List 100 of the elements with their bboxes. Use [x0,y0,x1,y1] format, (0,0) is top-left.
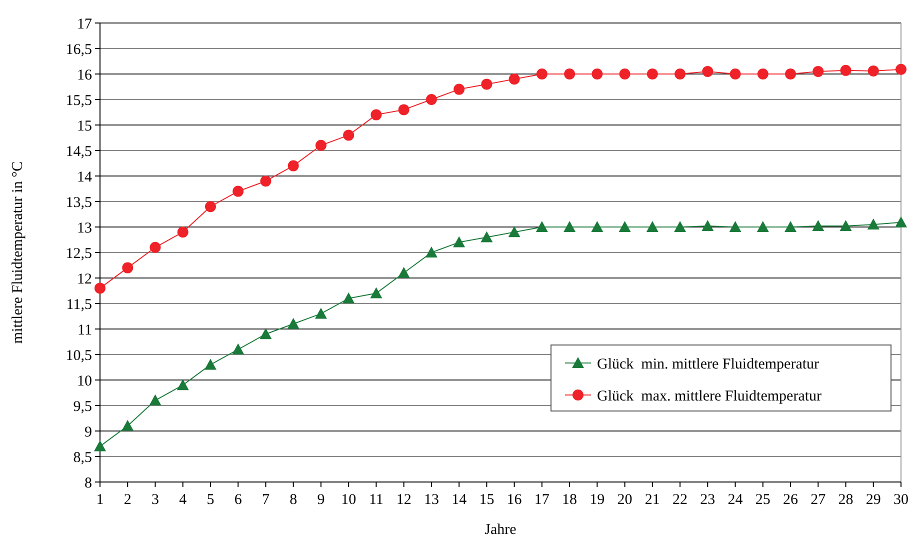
point [536,221,548,232]
x-tick-label: 6 [234,492,242,508]
x-tick-label: 16 [506,492,522,508]
y-tick-label: 10 [77,373,92,390]
point [370,109,382,120]
point [260,176,272,187]
x-tick-label: 2 [124,492,132,508]
y-tick-label: 15,5 [66,92,92,109]
point [729,221,742,232]
point [425,246,438,258]
point [342,292,355,304]
point [287,318,300,329]
point [536,68,548,80]
x-tick-label: 18 [562,492,578,508]
x-tick-label: 23 [700,492,716,508]
point [232,343,244,354]
y-tick-label: 14,5 [66,144,92,160]
x-tick-label: 11 [368,492,384,508]
point [702,66,714,77]
x-tick-label: 14 [452,492,468,508]
x-tick-label: 30 [894,492,908,508]
point [454,84,465,95]
x-tick-label: 8 [290,492,298,508]
y-tick-label: 10,5 [66,348,92,364]
y-tick-label: 12 [77,271,92,288]
y-tick-label: 11,5 [66,296,92,313]
x-axis-title: Jahre [484,522,517,538]
point [177,226,188,238]
point [564,221,576,232]
point [426,94,437,105]
point [895,216,907,228]
point [564,68,576,80]
y-tick-label: 8,5 [73,450,92,466]
x-tick-label: 15 [479,492,494,508]
point [122,420,134,431]
x-tick-label: 26 [783,492,799,508]
y-tick-label: 16 [77,67,92,84]
y-tick-label: 14 [77,169,92,186]
point [592,68,603,80]
x-tick-label: 25 [755,492,770,508]
x-tick-label: 27 [810,492,826,508]
y-tick-label: 17 [77,16,92,32]
point [702,220,714,231]
point [94,440,106,452]
point [315,140,326,151]
point [618,221,631,232]
y-tick-label: 13 [77,220,92,236]
point [868,65,879,76]
x-tick-label: 20 [617,492,632,508]
y-tick-label: 13,5 [66,194,92,211]
y-tick-label: 15 [77,118,92,134]
point [867,218,880,230]
point [508,226,520,238]
x-tick-label: 1 [96,492,104,508]
point [260,328,272,340]
x-tick-label: 22 [672,492,688,508]
y-tick-label: 9 [84,424,92,440]
point [646,221,658,232]
point [508,74,520,85]
point [591,221,604,232]
point [480,231,493,242]
point [94,282,106,294]
point [730,68,741,80]
y-tick-label: 16,5 [66,42,92,58]
point [343,130,354,141]
x-tick-label: 3 [151,492,159,508]
x-tick-label: 19 [590,492,605,508]
x-tick-label: 12 [396,492,412,508]
y-tick-label: 11 [78,322,92,338]
point [619,68,630,80]
x-tick-label: 24 [728,492,744,508]
point [150,242,161,253]
point [398,266,410,278]
point [840,64,852,76]
point [785,68,796,80]
y-axis-title: mittlere Fluidtemperatur in °C [10,161,26,344]
point [122,262,134,274]
x-tick-label: 13 [424,492,439,508]
point [176,379,189,390]
x-tick-label: 28 [838,492,854,508]
x-tick-label: 10 [341,492,356,508]
x-tick-label: 29 [866,492,881,508]
point [453,236,466,248]
point [896,64,906,75]
point [288,160,299,172]
point [314,308,327,319]
y-tick-label: 9,5 [73,398,92,415]
legend-label: Glück max. mittlere Fluidtemperatur [597,388,822,404]
point [370,287,382,298]
point [757,68,768,80]
legend-label: Glück min. mittlere Fluidtemperatur [597,356,820,372]
point [840,220,852,231]
point [812,220,824,231]
point [812,66,824,77]
x-tick-label: 7 [262,492,270,508]
x-tick-label: 9 [317,492,325,508]
point [149,394,162,406]
y-tick-label: 8 [84,475,92,492]
point [674,221,686,232]
x-tick-label: 21 [644,492,660,508]
